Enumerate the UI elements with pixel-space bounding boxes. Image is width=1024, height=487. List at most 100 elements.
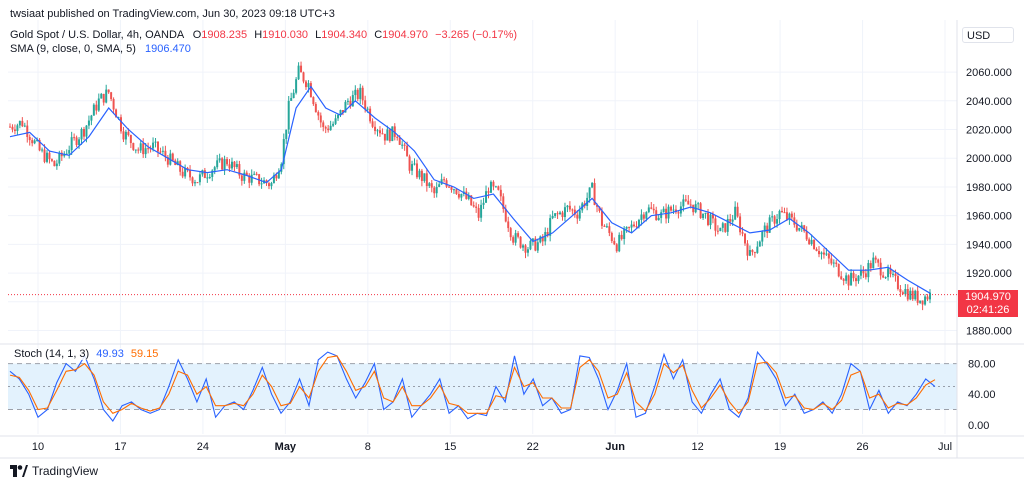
candle-down [448,186,451,188]
candle-up [578,210,581,219]
candle-up [591,183,594,188]
candle-down [304,81,307,88]
candle-up [551,215,554,219]
candle-down [785,212,788,220]
x-tick-label: Jun [605,441,625,453]
candle-up [820,252,823,255]
candle-down [650,207,653,209]
candle-down [26,125,29,138]
candle-up [719,227,722,232]
candle-down [517,233,520,237]
y-tick-label: 2020.000 [966,125,1012,137]
candle-down [707,212,710,226]
symbol-legend[interactable]: Gold Spot / U.S. Dollar, 4h, OANDA O1908… [10,29,517,41]
stoch-label: Stoch (14, 1, 3) [14,348,90,360]
candle-up [161,150,164,152]
candle-up [154,141,157,143]
published-line: twsiaat published on TradingView.com, Ju… [10,8,335,20]
candle-down [317,112,320,116]
tradingview-brand[interactable]: TradingView [10,464,98,478]
candle-up [295,79,298,93]
candle-up [277,171,280,179]
candle-down [314,104,317,113]
x-tick-label: 8 [365,441,371,453]
candle-up [411,164,414,171]
candle-down [21,120,24,127]
candle-down [519,236,522,248]
candle-up [709,214,712,226]
candle-down [534,238,537,251]
candle-down [147,148,150,150]
candle-down [783,212,786,214]
candle-down [275,175,278,179]
candle-down [137,149,140,151]
candle-up [702,213,705,218]
candle-down [598,206,601,211]
candle-down [378,130,381,134]
stoch-tick-label: 40.00 [968,389,996,401]
candle-up [85,125,88,137]
candle-up [857,275,860,282]
candle-down [361,87,364,101]
currency-selector[interactable]: USD [962,27,1014,43]
candle-down [129,135,132,144]
candle-up [92,104,95,116]
candle-up [647,207,650,213]
candle-up [139,143,142,151]
candle-up [36,139,39,141]
candle-down [233,161,236,168]
candle-up [80,128,83,140]
close-value: 1904.970 [382,29,429,41]
candle-up [630,224,633,228]
candle-up [529,240,532,250]
candle-down [862,270,865,274]
candle-down [556,213,559,215]
candle-up [845,275,848,281]
candle-down [300,65,303,73]
x-tick-label: 19 [774,441,786,453]
candle-down [415,163,418,178]
candle-down [443,179,446,181]
candle-up [536,242,539,251]
candle-down [164,150,167,158]
candle-up [376,130,379,132]
candle-down [420,170,423,181]
candle-down [512,237,515,243]
candle-up [909,290,912,300]
candle-down [729,218,732,222]
candle-down [403,144,406,146]
candle-up [563,207,566,218]
candle-down [107,89,110,93]
countdown-tag: 02:41:26 [958,303,1018,317]
candle-up [87,120,90,126]
candle-down [746,243,749,256]
close-label: C [374,29,383,41]
stoch-legend[interactable]: Stoch (14, 1, 3) 49.93 59.15 [14,348,159,360]
stoch-d-line [9,355,936,415]
candle-down [896,276,899,290]
sma-legend[interactable]: SMA (9, close, 0, SMA, 5) 1906.470 [10,43,191,55]
candle-down [699,203,702,218]
x-tick-label: 15 [444,441,456,453]
candle-up [144,148,147,155]
candle-down [561,212,564,218]
candle-up [850,272,853,286]
candle-down [790,213,793,218]
candle-down [642,214,645,219]
axes: 101724May81522Jun121926Jul1880.0001900.0… [0,20,1024,459]
candle-down [127,131,130,136]
candle-up [662,208,665,213]
candle-down [571,209,574,211]
y-tick-label: 2040.000 [966,96,1012,108]
candle-down [48,152,51,160]
candle-up [625,226,628,229]
candle-up [413,163,416,165]
candle-down [82,128,85,137]
candle-up [253,173,256,175]
candle-down [827,253,830,259]
candle-down [327,128,330,131]
candle-down [805,231,808,240]
candle-down [457,193,460,198]
candle-up [640,214,643,220]
